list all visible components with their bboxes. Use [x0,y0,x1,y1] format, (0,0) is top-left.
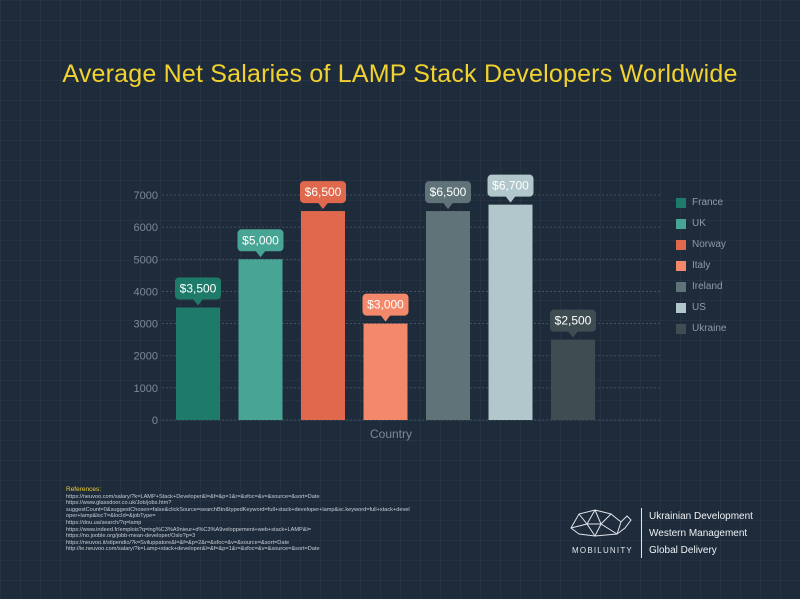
legend-label: France [692,197,724,208]
legend-swatch [676,302,686,313]
legend-label: US [692,302,706,313]
reference-line: https://www.glassdoor.co.uk/Job/jobs.htm… [66,500,172,507]
legend-swatch [676,197,686,208]
bar-france [176,307,220,420]
y-tick-label: 7000 [134,190,158,202]
x-axis-label: Country [370,427,412,441]
data-label-bubble [487,174,534,197]
references-list: https://neuvoo.com/salary/?k=LAMP+Stack+… [66,494,566,553]
data-label-bubble [175,277,221,300]
tagline-3: Global Delivery [649,545,717,556]
data-label-pointer [318,202,328,210]
legend-swatch [676,218,686,229]
y-tick-label: 1000 [134,383,158,395]
legend-item: Ireland [676,276,726,297]
reference-line: http://ie.neuvoo.com/salary/?k=Lamp+stac… [66,546,320,553]
data-label: $6,700 [492,179,529,193]
bar-uk [238,259,283,420]
data-label-pointer [380,315,391,322]
legend-swatch [676,260,686,271]
tagline-1: Ukrainian Development [649,511,753,522]
data-label: $3,500 [180,282,217,296]
y-tick-label: 6000 [134,222,158,234]
reference-line: https://dou.ua/search/?q=lamp [66,519,142,526]
legend-swatch [676,323,686,334]
y-tick-label: 2000 [134,351,158,363]
legend-label: Ukraine [692,323,727,334]
legend-swatch [676,239,686,250]
data-label: $6,500 [430,185,467,199]
legend-item: Ukraine [676,318,726,339]
brand-name: MOBILUNITY [572,546,633,555]
data-label-bubble [550,309,596,332]
data-label-pointer [505,196,516,203]
chart-legend: France UK Norway Italy Ireland US Ukraine [676,192,726,339]
brand-taglines: Ukrainian Development Western Management… [649,508,753,559]
reference-line: https://no.jooble.org/jobb-mean-develope… [66,533,196,540]
data-label-pointer [255,250,266,258]
bar-norway [301,211,345,420]
brand-divider [641,508,642,558]
legend-label: Ireland [692,281,723,292]
y-tick-label: 0 [152,415,158,427]
bar-us [488,204,533,420]
data-label-bubble [237,229,284,252]
chart-title: Average Net Salaries of LAMP Stack Devel… [62,60,738,88]
data-label-pointer [193,299,203,306]
legend-label: UK [692,218,706,229]
y-tick-label: 5000 [134,254,158,266]
bar-ukraine [551,339,595,420]
whale-logo-icon [570,509,632,537]
bar-ireland [426,211,470,420]
legend-label: Italy [692,260,711,271]
legend-item: Italy [676,255,726,276]
brand-block: MOBILUNITY Ukrainian Development Western… [565,502,785,562]
data-label-pointer [443,202,453,210]
data-label: $5,000 [242,233,279,247]
references-title: References: [66,486,102,493]
reference-line: oper+lamp&locT=&locId=&jobType= [66,513,156,520]
y-tick-label: 4000 [134,286,158,298]
tagline-2: Western Management [649,528,748,539]
legend-item: US [676,297,726,318]
data-label: $6,500 [305,185,342,199]
data-label-bubble [300,181,346,204]
legend-item: France [676,192,726,213]
data-label-bubble [425,181,471,204]
legend-item: UK [676,213,726,234]
bar-italy [363,323,408,420]
y-tick-label: 3000 [134,319,158,331]
reference-line: https://neuvoo.com/salary/?k=LAMP+Stack+… [66,493,320,500]
references: References: https://neuvoo.com/salary/?k… [66,486,566,553]
reference-line: suggestCount=0&suggestChosen=false&click… [66,506,410,513]
legend-item: Norway [676,234,726,255]
reference-line: https://neuvoo.it/stipendio/?k=Sviluppat… [66,539,290,546]
legend-swatch [676,281,686,292]
data-label: $2,500 [555,314,592,328]
data-label-bubble [362,293,409,316]
data-label: $3,000 [367,298,404,312]
data-label-pointer [568,331,578,338]
reference-line: https://www.indeed.fr/emplois?q=ing%C3%A… [66,526,312,533]
legend-label: Norway [692,239,726,250]
